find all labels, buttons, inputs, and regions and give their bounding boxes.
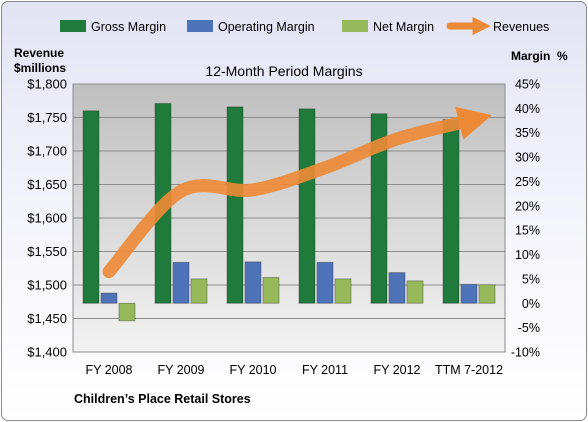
x-tick-label: FY 2010	[229, 363, 276, 377]
bar-operating-margin	[316, 261, 334, 304]
legend-swatch-operating-margin	[187, 20, 213, 32]
left-tick-label: $1,700	[27, 144, 67, 159]
bar-gross-margin	[370, 113, 388, 304]
bar-gross-margin	[442, 119, 460, 304]
bar-operating-margin	[244, 261, 262, 304]
x-tick-label: TTM 7-2012	[435, 363, 503, 377]
left-tick-label: $1,550	[27, 244, 67, 259]
left-axis-ticks: $1,400 $1,450 $1,500 $1,550 $1,600 $1,650 $1,7…	[27, 77, 67, 360]
legend-label-net-margin: Net Margin	[373, 20, 434, 34]
chart-title: 12-Month Period Margins	[205, 63, 362, 79]
bar-operating-margin	[172, 261, 190, 304]
bar-net-margin	[118, 302, 136, 322]
left-tick-label: $1,400	[27, 345, 67, 360]
left-tick-label: $1,450	[27, 311, 67, 326]
revenues-line	[102, 106, 492, 279]
right-tick-label: -10%	[511, 346, 540, 360]
bar-net-margin	[262, 277, 280, 304]
x-axis-ticks: FY 2008 FY 2009 FY 2010 FY 2011 FY 2012 TTM 7…	[85, 363, 503, 377]
bar-operating-margin	[388, 272, 406, 304]
right-tick-label: 25%	[515, 175, 540, 189]
bar-gross-margin	[82, 110, 100, 304]
left-axis-title-line1: Revenue	[14, 46, 64, 60]
legend-label-gross-margin: Gross Margin	[91, 20, 166, 34]
right-tick-label: 45%	[515, 78, 540, 92]
bar-net-margin	[406, 280, 424, 304]
bar-net-margin	[334, 278, 352, 304]
revenues-line-path	[102, 106, 492, 279]
bar-gross-margin	[226, 106, 244, 304]
left-tick-label: $1,500	[27, 278, 67, 293]
right-tick-label: 5%	[522, 272, 540, 286]
left-tick-label: $1,750	[27, 110, 67, 125]
right-tick-label: 0%	[522, 297, 540, 311]
legend-label-revenues: Revenues	[493, 20, 549, 34]
legend-swatch-gross-margin	[60, 20, 86, 32]
left-tick-label: $1,600	[27, 211, 67, 226]
chart-footer: Children’s Place Retail Stores	[74, 392, 251, 406]
bar-operating-margin	[460, 283, 478, 304]
legend-label-operating-margin: Operating Margin	[218, 20, 315, 34]
right-tick-label: -5%	[518, 321, 540, 335]
right-axis-title: Margin %	[511, 49, 568, 63]
bar-operating-margin	[100, 292, 118, 304]
x-tick-label: FY 2012	[373, 363, 420, 377]
bars	[82, 103, 496, 322]
x-tick-label: FY 2008	[85, 363, 132, 377]
x-tick-label: FY 2009	[157, 363, 204, 377]
left-axis-title-line2: $millions	[14, 61, 66, 75]
legend-swatch-net-margin	[342, 20, 368, 32]
right-tick-label: 15%	[515, 224, 540, 238]
right-tick-label: 10%	[515, 248, 540, 262]
bar-gross-margin	[298, 108, 316, 304]
right-axis-ticks: -10% -5% 0% 5% 10% 15% 20% 25% 30% 35% 40% 45%	[511, 78, 540, 360]
bar-net-margin	[190, 278, 208, 304]
right-tick-label: 40%	[515, 102, 540, 116]
right-tick-label: 20%	[515, 199, 540, 213]
right-tick-label: 35%	[515, 126, 540, 140]
bar-net-margin	[478, 284, 496, 304]
x-tick-label: FY 2011	[302, 363, 348, 377]
left-tick-label: $1,650	[27, 177, 67, 192]
legend: Gross Margin Operating Margin Net Margin…	[60, 16, 549, 36]
right-tick-label: 30%	[515, 151, 540, 165]
left-tick-label: $1,800	[27, 77, 67, 92]
